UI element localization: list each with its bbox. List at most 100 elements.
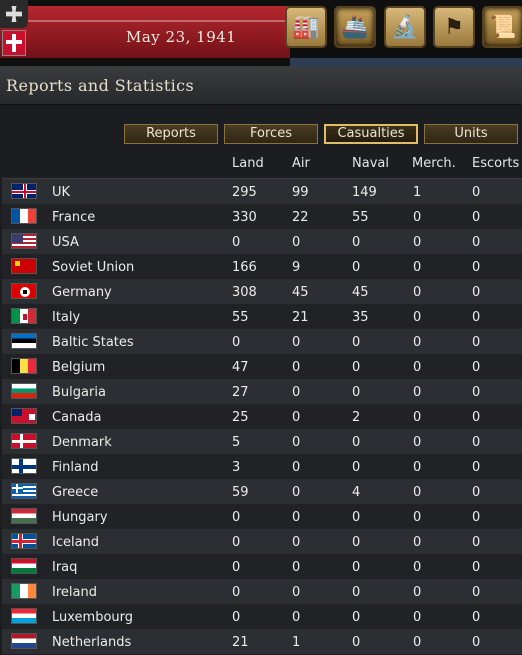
land-casualties: 21 — [232, 635, 249, 650]
merchant-casualties: 0 — [413, 510, 422, 525]
top-bar: May 23, 1941 🏭 🚢 🔬 ⚑ 📜 — [0, 0, 522, 66]
tab-forces[interactable]: Forces — [224, 124, 318, 144]
nation-flag-icon[interactable] — [2, 30, 26, 56]
country-name: Germany — [52, 285, 112, 300]
naval-casualties: 0 — [352, 460, 361, 475]
naval-casualties: 35 — [352, 310, 369, 325]
merchant-casualties: 0 — [413, 260, 422, 275]
naval-casualties: 0 — [352, 510, 361, 525]
soviet-union-flag-icon — [11, 258, 37, 274]
air-casualties: 0 — [292, 560, 301, 575]
merchant-casualties: 0 — [413, 635, 422, 650]
ireland-flag-icon — [11, 583, 37, 599]
escort-casualties: 0 — [472, 610, 481, 625]
belgium-flag-icon — [11, 358, 37, 374]
escort-casualties: 0 — [472, 335, 481, 350]
naval-button[interactable]: 🚢 — [334, 6, 376, 48]
country-name: USA — [52, 235, 79, 250]
merchant-casualties: 0 — [413, 535, 422, 550]
table-row[interactable]: Luxembourg 0 0 0 0 0 — [2, 604, 522, 629]
column-header-escorts: Escorts — [472, 156, 520, 171]
table-row[interactable]: Baltic States 0 0 0 0 0 — [2, 329, 522, 354]
table-row[interactable]: France 330 22 55 0 0 — [2, 204, 522, 229]
escort-casualties: 0 — [472, 485, 481, 500]
tab-reports[interactable]: Reports — [124, 124, 218, 144]
diplomacy-flag-icon: ⚑ — [444, 14, 464, 40]
air-casualties: 0 — [292, 510, 301, 525]
escort-casualties: 0 — [472, 310, 481, 325]
air-casualties: 0 — [292, 435, 301, 450]
table-row[interactable]: USA 0 0 0 0 0 — [2, 229, 522, 254]
tab-strip: Reports Forces Casualties Units — [0, 124, 522, 146]
table-row[interactable]: Iceland 0 0 0 0 0 — [2, 529, 522, 554]
table-row[interactable]: Canada 25 0 2 0 0 — [2, 404, 522, 429]
germany-flag-icon — [11, 283, 37, 299]
air-casualties: 0 — [292, 485, 301, 500]
table-row[interactable]: Bulgaria 27 0 0 0 0 — [2, 379, 522, 404]
air-casualties: 99 — [292, 185, 309, 200]
naval-casualties: 0 — [352, 635, 361, 650]
country-name: Canada — [52, 410, 102, 425]
tab-casualties[interactable]: Casualties — [324, 124, 418, 144]
naval-casualties: 4 — [352, 485, 361, 500]
escort-casualties: 0 — [472, 585, 481, 600]
land-casualties: 166 — [232, 260, 257, 275]
land-casualties: 0 — [232, 585, 241, 600]
country-name: Greece — [52, 485, 99, 500]
production-button[interactable]: 🏭 — [285, 6, 327, 48]
table-row[interactable]: Denmark 5 0 0 0 0 — [2, 429, 522, 454]
naval-casualties: 0 — [352, 335, 361, 350]
country-name: Ireland — [52, 585, 97, 600]
air-casualties: 0 — [292, 360, 301, 375]
air-casualties: 45 — [292, 285, 309, 300]
merchant-casualties: 0 — [413, 310, 422, 325]
merchant-casualties: 0 — [413, 335, 422, 350]
map-strip — [290, 58, 522, 66]
usa-flag-icon — [11, 233, 37, 249]
air-casualties: 0 — [292, 460, 301, 475]
land-casualties: 0 — [232, 535, 241, 550]
escort-casualties: 0 — [472, 535, 481, 550]
land-casualties: 27 — [232, 385, 249, 400]
land-casualties: 3 — [232, 460, 241, 475]
denmark-flag-icon — [11, 433, 37, 449]
naval-casualties: 149 — [352, 185, 377, 200]
tab-units[interactable]: Units — [424, 124, 518, 144]
country-name: UK — [52, 185, 71, 200]
merchant-casualties: 0 — [413, 210, 422, 225]
hungary-flag-icon — [11, 508, 37, 524]
naval-casualties: 0 — [352, 535, 361, 550]
land-casualties: 59 — [232, 485, 249, 500]
air-casualties: 21 — [292, 310, 309, 325]
table-row[interactable]: Germany 308 45 45 0 0 — [2, 279, 522, 304]
table-row[interactable]: Ireland 0 0 0 0 0 — [2, 579, 522, 604]
merchant-casualties: 0 — [413, 485, 422, 500]
table-row[interactable]: Iraq 0 0 0 0 0 — [2, 554, 522, 579]
naval-casualties: 0 — [352, 560, 361, 575]
air-casualties: 0 — [292, 235, 301, 250]
diplomacy-button[interactable]: ⚑ — [433, 6, 475, 48]
table-row[interactable]: Soviet Union 166 9 0 0 0 — [2, 254, 522, 279]
escort-casualties: 0 — [472, 510, 481, 525]
merchant-casualties: 0 — [413, 235, 422, 250]
table-row[interactable]: Italy 55 21 35 0 0 — [2, 304, 522, 329]
land-casualties: 308 — [232, 285, 257, 300]
land-casualties: 0 — [232, 235, 241, 250]
escort-casualties: 0 — [472, 635, 481, 650]
canada-flag-icon — [11, 408, 37, 424]
reports-button[interactable]: 📜 — [482, 6, 522, 48]
table-row[interactable]: Netherlands 21 1 0 0 0 — [2, 629, 522, 654]
merchant-casualties: 0 — [413, 410, 422, 425]
escort-casualties: 0 — [472, 560, 481, 575]
table-row[interactable]: UK 295 99 149 1 0 — [2, 178, 522, 204]
escort-casualties: 0 — [472, 235, 481, 250]
table-row[interactable]: Belgium 47 0 0 0 0 — [2, 354, 522, 379]
table-row[interactable]: Hungary 0 0 0 0 0 — [2, 504, 522, 529]
table-row[interactable]: Finland 3 0 0 0 0 — [2, 454, 522, 479]
table-row[interactable]: Greece 59 0 4 0 0 — [2, 479, 522, 504]
column-header-naval: Naval — [352, 156, 389, 171]
research-button[interactable]: 🔬 — [384, 6, 426, 48]
country-name: Denmark — [52, 435, 112, 450]
escort-casualties: 0 — [472, 360, 481, 375]
land-casualties: 0 — [232, 335, 241, 350]
